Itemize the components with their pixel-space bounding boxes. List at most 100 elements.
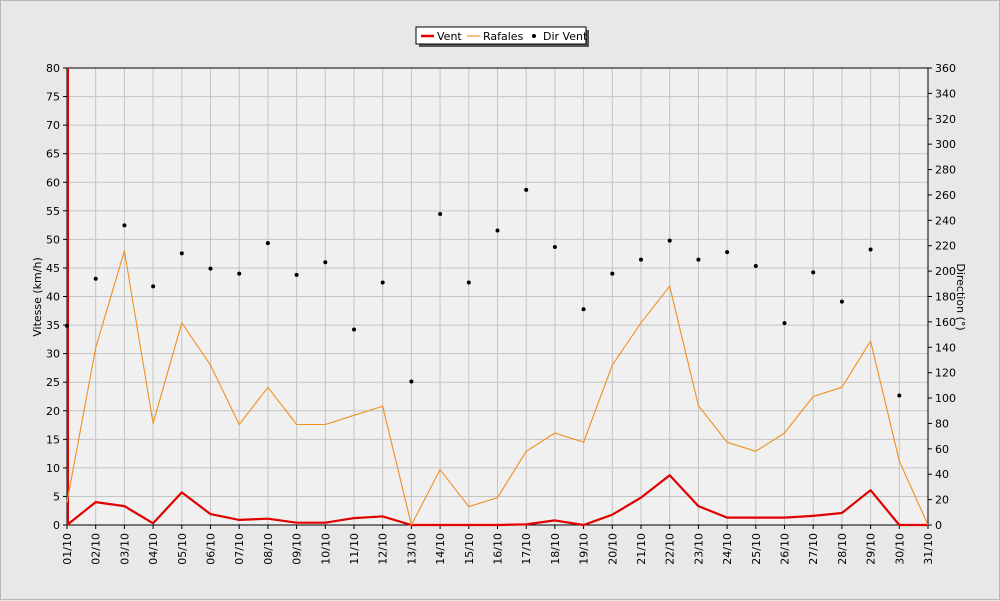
x-tick-label: 27/10 bbox=[807, 533, 820, 565]
dir-vent-point bbox=[237, 271, 242, 276]
x-axis-ticks: 01/10 02/10 03/10 04/10 05/10 06/10 07/10 08/10… bbox=[61, 525, 935, 565]
x-tick-label: 10/10 bbox=[319, 533, 332, 565]
right-tick-label: 120 bbox=[935, 367, 956, 380]
left-tick-label: 20 bbox=[46, 405, 60, 418]
x-tick-label: 19/10 bbox=[578, 533, 591, 565]
x-tick-label: 29/10 bbox=[865, 533, 878, 565]
left-tick-label: 45 bbox=[46, 262, 60, 275]
x-tick-label: 03/10 bbox=[118, 533, 131, 565]
dir-vent-point bbox=[122, 223, 127, 228]
right-tick-label: 180 bbox=[935, 291, 956, 304]
x-tick-label: 02/10 bbox=[90, 533, 103, 565]
dir-vent-point bbox=[524, 187, 529, 192]
left-tick-label: 60 bbox=[46, 176, 60, 189]
right-tick-label: 220 bbox=[935, 240, 956, 253]
x-tick-label: 31/10 bbox=[922, 533, 935, 565]
x-tick-label: 22/10 bbox=[664, 533, 677, 565]
right-tick-label: 20 bbox=[935, 494, 949, 507]
left-tick-label: 0 bbox=[53, 519, 60, 532]
right-tick-label: 60 bbox=[935, 443, 949, 456]
x-tick-label: 17/10 bbox=[520, 533, 533, 565]
dir-vent-point bbox=[610, 271, 615, 276]
dir-vent-point bbox=[811, 270, 816, 275]
dir-vent-point bbox=[495, 228, 500, 233]
dir-vent-point bbox=[151, 284, 156, 289]
legend-label-dir-vent: Dir Vent bbox=[543, 30, 588, 43]
left-tick-label: 80 bbox=[46, 62, 60, 75]
series-line-vent bbox=[66, 474, 928, 527]
dir-vent-point bbox=[409, 379, 414, 384]
dir-vent-point bbox=[581, 307, 586, 312]
dir-vent-point bbox=[552, 244, 557, 249]
x-tick-label: 20/10 bbox=[606, 533, 619, 565]
dir-vent-point bbox=[179, 251, 184, 256]
x-tick-label: 30/10 bbox=[893, 533, 906, 565]
dir-vent-point bbox=[294, 272, 299, 277]
left-tick-label: 35 bbox=[46, 319, 60, 332]
left-tick-label: 55 bbox=[46, 205, 60, 218]
left-tick-label: 30 bbox=[46, 348, 60, 361]
dir-vent-point bbox=[782, 321, 787, 326]
left-tick-label: 10 bbox=[46, 462, 60, 475]
legend: Vent Rafales Dir Vent bbox=[415, 26, 589, 47]
dir-vent-point bbox=[438, 211, 443, 216]
dir-vent-point bbox=[265, 241, 270, 246]
right-tick-label: 140 bbox=[935, 341, 956, 354]
x-tick-label: 05/10 bbox=[176, 533, 189, 565]
legend-swatch-dir-vent bbox=[532, 34, 536, 38]
legend-label-rafales: Rafales bbox=[483, 30, 524, 43]
right-tick-label: 300 bbox=[935, 138, 956, 151]
x-tick-label: 14/10 bbox=[434, 533, 447, 565]
x-tick-label: 16/10 bbox=[492, 533, 505, 565]
x-tick-label: 25/10 bbox=[750, 533, 763, 565]
legend-label-vent: Vent bbox=[437, 30, 462, 43]
dir-vent-point bbox=[667, 238, 672, 243]
right-axis-label: Direction (°) bbox=[954, 263, 967, 330]
right-tick-label: 0 bbox=[935, 519, 942, 532]
right-tick-label: 280 bbox=[935, 164, 956, 177]
dir-vent-point bbox=[93, 276, 98, 281]
right-tick-label: 360 bbox=[935, 62, 956, 75]
dir-vent-point bbox=[696, 257, 701, 262]
x-tick-label: 13/10 bbox=[405, 533, 418, 565]
dir-vent-point bbox=[323, 260, 328, 265]
left-tick-label: 40 bbox=[46, 291, 60, 304]
left-tick-label: 25 bbox=[46, 376, 60, 389]
x-tick-label: 06/10 bbox=[205, 533, 218, 565]
series-layer bbox=[65, 187, 929, 527]
right-tick-label: 320 bbox=[935, 113, 956, 126]
x-tick-label: 11/10 bbox=[348, 533, 361, 565]
dir-vent-point bbox=[753, 264, 758, 269]
x-tick-label: 07/10 bbox=[233, 533, 246, 565]
left-tick-label: 70 bbox=[46, 119, 60, 132]
dir-vent-point bbox=[208, 266, 213, 271]
x-tick-label: 26/10 bbox=[779, 533, 792, 565]
right-tick-label: 100 bbox=[935, 392, 956, 405]
right-tick-label: 200 bbox=[935, 265, 956, 278]
x-tick-label: 23/10 bbox=[692, 533, 705, 565]
x-tick-label: 04/10 bbox=[147, 533, 160, 565]
dir-vent-point bbox=[868, 247, 873, 252]
x-tick-label: 21/10 bbox=[635, 533, 648, 565]
dir-vent-point bbox=[725, 250, 730, 255]
x-tick-label: 28/10 bbox=[836, 533, 849, 565]
left-axis-label: Vitesse (km/h) bbox=[31, 257, 44, 337]
dir-vent-point bbox=[352, 327, 356, 332]
dir-vent-point bbox=[466, 280, 471, 285]
right-tick-label: 260 bbox=[935, 189, 956, 202]
x-tick-label: 18/10 bbox=[549, 533, 562, 565]
dir-vent-point bbox=[380, 280, 385, 285]
left-tick-label: 5 bbox=[53, 490, 60, 503]
left-tick-label: 50 bbox=[46, 233, 60, 246]
left-tick-label: 15 bbox=[46, 433, 60, 446]
right-tick-label: 240 bbox=[935, 214, 956, 227]
series-line-rafales bbox=[66, 250, 929, 526]
left-tick-label: 75 bbox=[46, 91, 60, 104]
x-tick-label: 08/10 bbox=[262, 533, 275, 565]
right-axis-ticks: 0 20 40 60 80 100 120 140 160 180 200 220 240 260 280 3… bbox=[928, 62, 956, 532]
left-tick-label: 65 bbox=[46, 148, 60, 161]
x-tick-label: 01/10 bbox=[61, 533, 74, 565]
x-tick-label: 09/10 bbox=[291, 533, 304, 565]
right-tick-label: 160 bbox=[935, 316, 956, 329]
